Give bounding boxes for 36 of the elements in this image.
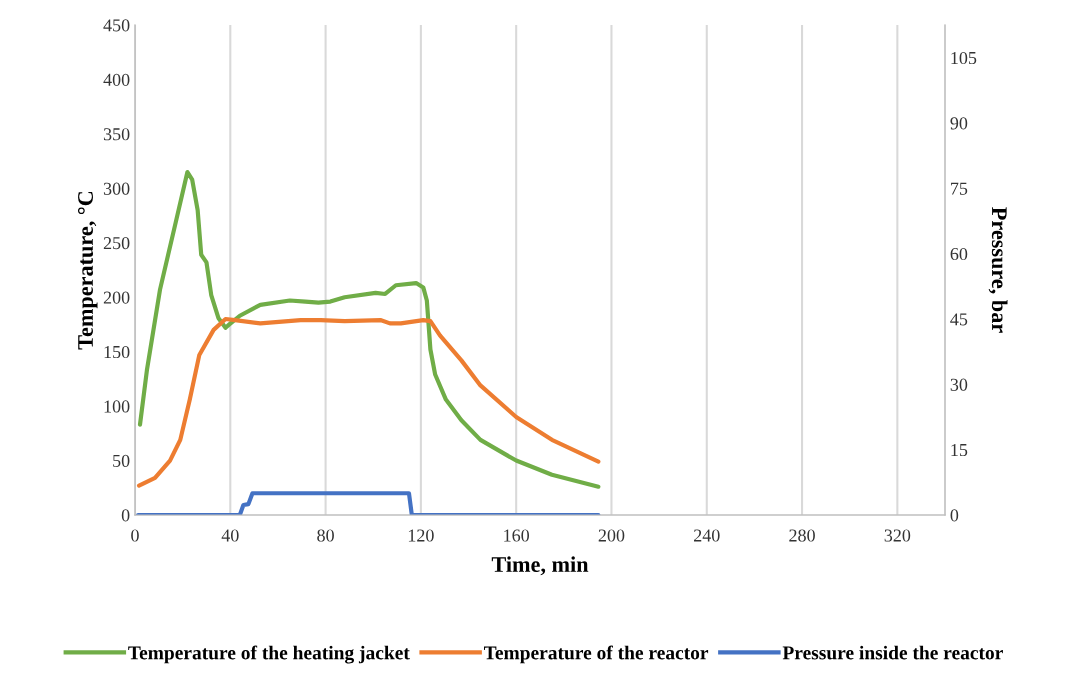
- x-tick-label: 0: [131, 529, 139, 542]
- y-tick-label: 200: [103, 291, 130, 304]
- x-tick-label: 120: [408, 529, 434, 542]
- y-tick-label: 250: [103, 237, 130, 250]
- y-tick-label: 50: [113, 454, 130, 467]
- x-tick-label: 160: [504, 529, 530, 542]
- y2-axis-title: Pressure, bar: [988, 207, 1008, 333]
- line-series: [136, 491, 601, 515]
- y-tick-label: 300: [103, 182, 130, 195]
- y2-tick-label: 30: [950, 378, 968, 391]
- legend-label: Pressure inside the reactor: [782, 645, 1003, 660]
- y-tick-label: 350: [103, 128, 130, 141]
- y2-tick-label: 90: [950, 117, 968, 130]
- y2-tick-label: 45: [950, 313, 968, 326]
- x-axis-title: Time, min: [491, 556, 589, 576]
- y-tick-label: 100: [104, 400, 130, 413]
- y2-tick-label: 75: [951, 182, 968, 195]
- legend-label: Temperature of the reactor: [484, 645, 709, 664]
- line-series: [136, 316, 601, 488]
- y-tick-label: 400: [103, 73, 130, 86]
- y2-tick-label: 60: [950, 247, 968, 261]
- y-tick-label: 0: [121, 509, 130, 522]
- x-tick-label: 240: [694, 529, 720, 542]
- line-series: [137, 169, 601, 489]
- y-tick-label: 450: [103, 19, 130, 32]
- y2-tick-label: 15: [951, 444, 968, 457]
- x-tick-label: 200: [598, 529, 625, 542]
- x-tick-label: 40: [221, 529, 239, 542]
- y-axis-title: Temperature, °C: [77, 191, 98, 350]
- x-tick-label: 80: [317, 529, 334, 542]
- y-tick-label: 150: [104, 345, 130, 359]
- y2-tick-label: 105: [951, 51, 977, 65]
- x-tick-label: 320: [884, 529, 911, 542]
- y2-tick-label: 0: [950, 509, 959, 522]
- legend-label: Temperature of the heating jacket: [128, 645, 410, 664]
- x-tick-label: 280: [789, 529, 815, 542]
